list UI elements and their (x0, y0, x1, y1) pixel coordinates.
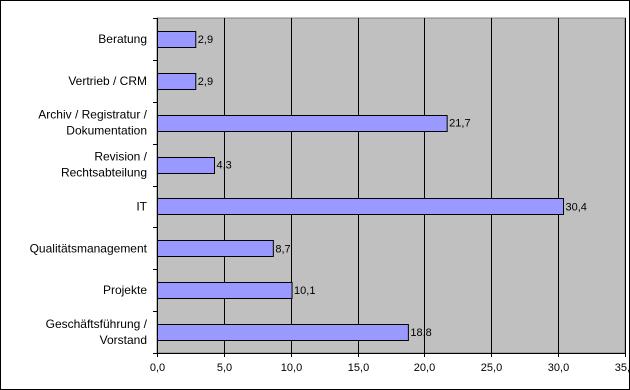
bar (157, 240, 274, 257)
plot-area (156, 17, 626, 354)
category-label: Qualitätsmanagement (30, 241, 148, 255)
data-label: 30,4 (565, 201, 586, 213)
category-label: Archiv / Registratur / (38, 108, 147, 122)
x-tick-label: 30,0 (548, 362, 569, 374)
bar (157, 198, 564, 215)
x-tick-label: 25,0 (481, 362, 502, 374)
data-label: 4,3 (216, 160, 231, 172)
category-label: Revision / (94, 150, 147, 164)
bar (157, 31, 197, 48)
x-tick-label: 5,0 (217, 362, 232, 374)
category-label: IT (136, 199, 147, 213)
x-tick-label: 10,0 (281, 362, 302, 374)
category-label: Dokumentation (66, 124, 147, 138)
data-label: 21,7 (449, 118, 470, 130)
category-label: Vertrieb / CRM (68, 74, 147, 88)
x-tick-label: 0,0 (150, 362, 165, 374)
bar (157, 324, 409, 341)
category-label: Geschäftsführung / (46, 317, 148, 331)
x-tick-label: 35,0 (615, 362, 630, 374)
x-tick-label: 20,0 (414, 362, 435, 374)
category-label: Rechtsabteilung (61, 166, 147, 180)
bar (157, 282, 293, 299)
category-label: Vorstand (100, 333, 147, 347)
data-label: 2,9 (198, 34, 213, 46)
bar (157, 157, 215, 174)
bar (157, 73, 197, 90)
data-label: 8,7 (275, 243, 290, 255)
data-label: 18,8 (410, 327, 431, 339)
x-tick-label: 15,0 (348, 362, 369, 374)
data-label: 10,1 (294, 285, 315, 297)
data-label: 2,9 (198, 76, 213, 88)
category-label: Beratung (98, 32, 147, 46)
bar (157, 115, 448, 132)
category-label: Projekte (103, 283, 147, 297)
